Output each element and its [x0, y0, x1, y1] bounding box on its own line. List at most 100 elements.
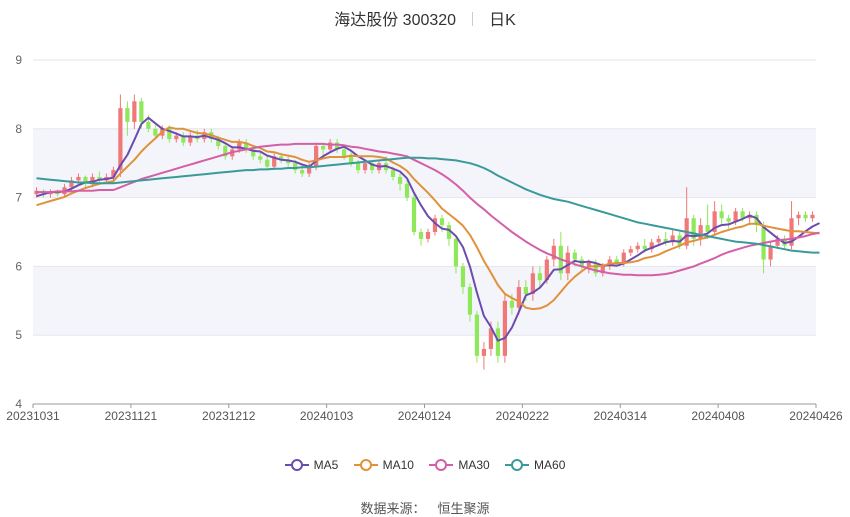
series-line-ma30: [36, 142, 820, 277]
candle-body: [474, 314, 480, 356]
candle-body: [460, 266, 466, 288]
candle-body: [705, 225, 710, 232]
candle-body: [530, 273, 535, 294]
candle-body: [272, 156, 277, 167]
candle-body: [663, 238, 668, 243]
candle-body: [139, 101, 144, 122]
x-tick-label: 20240222: [496, 409, 550, 423]
candle-body: [335, 142, 340, 150]
candle-body: [362, 163, 368, 171]
title-divider: [472, 12, 474, 26]
candle-body: [754, 214, 759, 226]
candle-body: [55, 192, 60, 195]
stock-name: 海达股份 300320: [334, 12, 457, 29]
candle-body: [251, 149, 256, 157]
candle-body: [328, 142, 333, 150]
y-tick-label: 5: [15, 328, 22, 342]
candle-body: [516, 287, 521, 308]
candle-body: [502, 300, 507, 356]
candle-body: [355, 163, 361, 171]
candle-body: [279, 156, 284, 160]
candle-body: [453, 238, 459, 267]
candle-body: [523, 287, 528, 294]
candle-body: [321, 146, 326, 150]
candle-body: [181, 135, 186, 143]
candle-body: [258, 156, 263, 160]
candle-body: [314, 146, 319, 167]
candle-body: [97, 176, 102, 181]
y-tick-label: 4: [15, 397, 22, 411]
candle-body: [404, 183, 410, 198]
series-line-ma5: [36, 116, 820, 342]
x-tick-label: 20231121: [105, 409, 158, 423]
ma10-legend-marker: [353, 459, 378, 471]
candle-body: [286, 159, 291, 164]
series-line-ma60: [36, 156, 820, 254]
grid-band: [33, 266, 816, 336]
legend-item-ma30[interactable]: MA30: [429, 458, 490, 472]
candle-body: [223, 146, 228, 157]
x-tick-label: 20231031: [6, 409, 60, 423]
legend-label-ma5: MA5: [313, 458, 339, 472]
candle-body: [369, 163, 375, 171]
candle-body: [649, 242, 654, 250]
candle-body: [342, 149, 347, 157]
data-source: 数据来源： 恒生聚源: [0, 498, 850, 517]
candle-body: [348, 156, 354, 164]
candle-body: [488, 328, 494, 349]
candle-body: [600, 266, 605, 274]
candle-body: [425, 232, 431, 239]
candle-body: [551, 245, 556, 260]
candle-body: [691, 218, 696, 239]
candle-body: [118, 108, 123, 171]
candle-body: [614, 259, 619, 263]
candle-body: [293, 163, 298, 171]
candle-body: [146, 121, 151, 129]
candle-body: [544, 259, 549, 281]
x-tick-label: 20240314: [594, 409, 648, 423]
candle-body: [670, 235, 675, 243]
candle-body: [111, 170, 116, 177]
legend-item-ma60[interactable]: MA60: [505, 458, 565, 472]
candle-body: [712, 211, 717, 232]
candle-body: [300, 170, 305, 174]
candle-body: [565, 252, 570, 274]
candle-body: [803, 214, 808, 219]
candle-body: [174, 135, 179, 140]
candle-body: [83, 176, 88, 184]
legend-item-ma10[interactable]: MA10: [353, 458, 414, 472]
candle-body: [593, 262, 598, 274]
candle-body: [76, 176, 81, 181]
legend: MA5 MA10 MA30 MA60: [0, 458, 850, 474]
legend-item-ma5[interactable]: MA5: [284, 458, 339, 472]
source-label: 数据来源：: [360, 501, 426, 516]
series-line-ma10: [36, 126, 820, 311]
candle-body: [719, 211, 724, 219]
candle-body: [132, 101, 137, 122]
candle-body: [167, 128, 172, 140]
candle-body: [775, 238, 780, 246]
x-tick-label: 20231212: [202, 409, 256, 423]
candle-body: [411, 197, 417, 232]
source-value: 恒生聚源: [437, 501, 490, 516]
candle-body: [586, 262, 591, 267]
legend-label-ma10: MA10: [382, 458, 414, 472]
y-tick-label: 7: [15, 191, 22, 205]
candle-body: [733, 211, 738, 222]
candle-body: [656, 238, 661, 243]
candle-body: [740, 211, 745, 219]
candle-body: [572, 252, 577, 260]
candle-body: [698, 225, 703, 239]
candle-body: [237, 142, 242, 150]
candle-body: [768, 245, 773, 260]
candle-body: [432, 218, 438, 232]
candle-body: [621, 252, 626, 263]
candle-body: [125, 108, 130, 122]
candle-body: [796, 214, 801, 219]
candle-body: [628, 249, 633, 253]
candle-body: [397, 176, 403, 184]
candle-body: [188, 135, 193, 143]
y-tick-label: 6: [15, 259, 22, 273]
candle-body: [446, 225, 452, 239]
